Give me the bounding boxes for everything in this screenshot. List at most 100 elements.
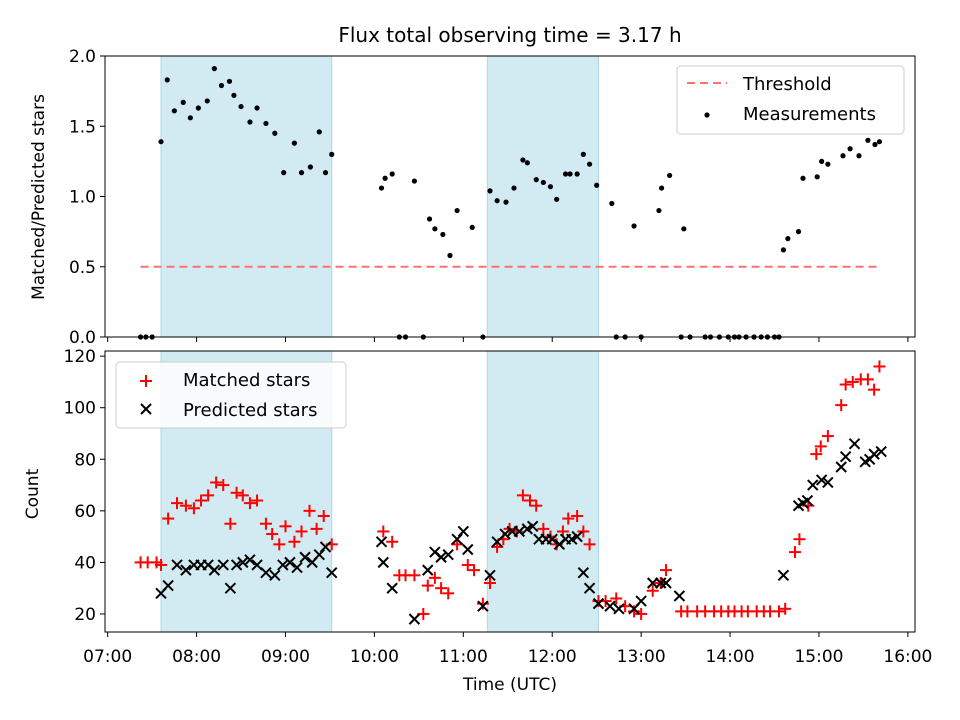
matched-star-point	[386, 535, 399, 548]
count-legend-box	[115, 361, 347, 429]
measurement-point	[171, 108, 177, 114]
time-x-tick-label: 13:00	[617, 647, 666, 667]
predicted-star-point	[499, 528, 511, 540]
matched-star-point	[273, 538, 286, 551]
ratio-y-tick-label: 0.5	[69, 258, 96, 278]
measurement-point	[856, 153, 862, 159]
legend-measurements-swatch	[704, 112, 710, 118]
predicted-star-point	[224, 582, 237, 594]
matched-star-point	[421, 579, 434, 592]
measurement-point	[503, 199, 509, 205]
matched-star-point	[846, 375, 859, 388]
measurement-point	[218, 82, 225, 89]
count-y-tick-label: 60	[74, 502, 96, 522]
measurement-point	[520, 157, 526, 163]
measurement-point	[825, 161, 831, 167]
predicted-star-point	[613, 603, 625, 615]
matched-star-point	[279, 520, 292, 533]
measurement-point	[281, 170, 287, 176]
ratio-y-tick-label: 0.0	[69, 328, 96, 348]
matched-star-point	[224, 517, 237, 530]
matched-star-point	[772, 605, 785, 618]
time-x-tick-label: 12:00	[528, 647, 577, 667]
count-y-axis-label: Count	[23, 468, 43, 519]
measurement-point	[586, 161, 593, 167]
measurement-point	[426, 216, 433, 222]
matched-star-point	[635, 607, 648, 620]
measurement-point	[795, 229, 802, 235]
count-plot-frame	[104, 350, 916, 633]
chart-title: Flux total observing time = 3.17 h	[338, 23, 681, 47]
ratio-legend: Threshold Measurements	[676, 65, 905, 135]
ratio-y-tick-label: 1.0	[69, 188, 96, 208]
time-x-tick-label: 09:00	[261, 647, 310, 667]
predicted-star-point	[815, 474, 828, 486]
measurement-point	[247, 119, 253, 125]
predicted-star-point	[386, 582, 398, 594]
measurement-point	[263, 120, 269, 127]
measurement-point	[158, 139, 164, 145]
matched-star-point	[417, 607, 430, 620]
predicted-star-point	[635, 595, 647, 607]
measurement-point	[780, 247, 787, 253]
measurement-point	[533, 177, 539, 183]
matched-star-point	[230, 486, 243, 499]
measurement-point	[580, 151, 586, 157]
matched-star-point	[839, 378, 852, 391]
matched-star-point	[288, 535, 301, 548]
predicted-star-point	[477, 600, 489, 612]
matched-star-point	[660, 564, 673, 577]
predicted-star-point	[526, 520, 539, 533]
predicted-star-point	[313, 548, 325, 561]
predicted-star-point	[451, 533, 463, 545]
measurement-point	[316, 129, 322, 135]
matched-star-point	[788, 546, 801, 559]
measurement-point	[819, 158, 825, 164]
matched-star-point	[195, 494, 208, 507]
time-x-tick-label: 10:00	[350, 647, 399, 667]
measurement-point	[865, 137, 871, 143]
measurement-point	[204, 98, 210, 104]
matched-star-point	[873, 360, 886, 373]
matched-star-point	[442, 587, 455, 600]
measurement-point	[378, 185, 385, 191]
matched-star-point	[171, 497, 184, 510]
measurement-point	[432, 226, 438, 232]
measurement-point	[540, 179, 546, 186]
measurement-point	[440, 231, 446, 238]
measurement-point	[211, 66, 217, 72]
measurement-point	[164, 77, 170, 83]
predicted-star-point	[868, 448, 880, 460]
matched-star-point	[179, 499, 192, 512]
matched-star-point	[814, 440, 827, 453]
matched-star-point	[571, 509, 584, 522]
matched-star-point	[217, 479, 230, 492]
matched-star-point	[868, 383, 881, 396]
legend-measurements-label: Measurements	[743, 104, 876, 125]
measurement-point	[658, 185, 665, 191]
legend-predicted-label: Predicted stars	[183, 400, 317, 421]
count-y-tick-label: 120	[64, 347, 96, 367]
predicted-star-point	[660, 577, 672, 589]
matched-star-point	[577, 525, 590, 538]
measurement-point	[594, 182, 600, 188]
time-x-tick-label: 08:00	[172, 647, 221, 667]
matched-star-point	[516, 489, 529, 502]
matched-star-point	[821, 430, 834, 443]
time-x-tick-label: 16:00	[883, 647, 932, 667]
measurement-point	[681, 226, 687, 232]
measurement-point	[447, 252, 453, 259]
matched-star-point	[835, 399, 848, 412]
measurement-point	[226, 78, 233, 84]
legend-threshold-label: Threshold	[742, 74, 832, 95]
measurement-point	[298, 170, 305, 176]
matched-star-point	[317, 509, 330, 522]
legend-matched-swatch	[140, 375, 152, 387]
observing-window-band-1	[160, 55, 333, 338]
measurement-point	[511, 185, 517, 191]
matched-star-point	[210, 476, 223, 489]
measurement-point	[631, 223, 637, 229]
matched-star-point	[646, 584, 659, 597]
matched-star-point	[377, 525, 390, 538]
predicted-star-point	[435, 551, 447, 563]
